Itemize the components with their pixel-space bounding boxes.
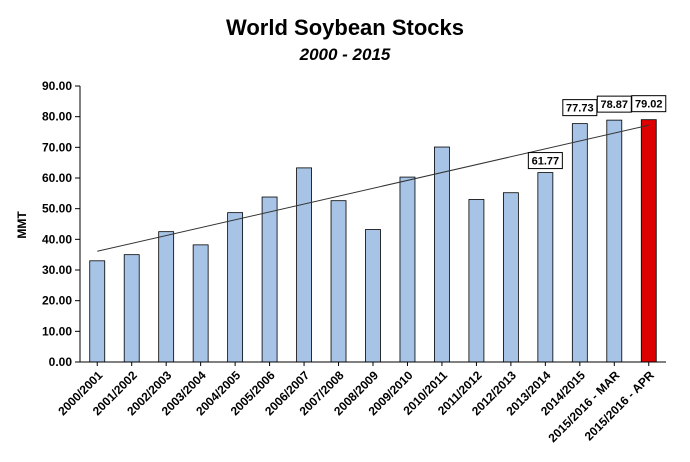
bar-2012-2013 bbox=[502, 192, 519, 363]
bar-2004-2005 bbox=[227, 212, 244, 363]
y-tick-label: 60.00 bbox=[42, 171, 72, 185]
bar-2011-2012 bbox=[468, 199, 485, 363]
y-tick-label: 20.00 bbox=[42, 294, 72, 308]
bar-2015-2016-mar bbox=[606, 119, 623, 363]
data-label: 78.87 bbox=[596, 95, 632, 113]
bar-2000-2001 bbox=[89, 260, 106, 363]
y-tick-label: 70.00 bbox=[42, 140, 72, 154]
bar-2008-2009 bbox=[365, 229, 381, 363]
bar-2002-2003 bbox=[158, 231, 175, 363]
y-tick-label: 40.00 bbox=[42, 232, 72, 246]
y-tick-label: 90.00 bbox=[42, 79, 72, 93]
bar-2009-2010 bbox=[399, 176, 416, 363]
x-axis-ticks: 2000/20012001/20022002/20032003/20042004… bbox=[55, 362, 657, 445]
data-label-box bbox=[527, 152, 563, 170]
y-tick-label: 50.00 bbox=[42, 202, 72, 216]
bar-2007-2008 bbox=[330, 200, 347, 363]
chart-subtitle: 2000 - 2015 bbox=[299, 45, 391, 64]
chart-title: World Soybean Stocks bbox=[226, 15, 464, 40]
bar-2015-2016-apr bbox=[640, 119, 657, 363]
bar-2014-2015 bbox=[571, 123, 588, 363]
data-label-box bbox=[631, 95, 667, 113]
bar-2005-2006 bbox=[261, 196, 278, 363]
data-label: 77.73 bbox=[562, 99, 598, 117]
bars bbox=[89, 119, 657, 363]
bar-2006-2007 bbox=[296, 167, 312, 363]
trendline bbox=[97, 124, 649, 252]
bar-2010-2011 bbox=[434, 146, 450, 363]
y-tick-label: 30.00 bbox=[42, 263, 72, 277]
bar-2001-2002 bbox=[123, 254, 140, 363]
y-tick-label: 0.00 bbox=[49, 355, 73, 369]
data-labels: 61.77 77.73 78.87 79.02 bbox=[527, 95, 667, 170]
data-label-text: 79.02 bbox=[635, 99, 663, 111]
y-axis-label: MMT bbox=[15, 211, 29, 239]
y-axis-ticks: 0.00 10.00 20.00 30.00 40.00 50.00 60.00 70.00 8… bbox=[42, 79, 80, 369]
data-label-text: 78.87 bbox=[601, 99, 629, 111]
y-tick-label: 10.00 bbox=[42, 324, 72, 338]
data-label: 61.77 bbox=[527, 152, 563, 170]
data-label-text: 77.73 bbox=[566, 103, 594, 115]
bar-2013-2014 bbox=[537, 172, 554, 363]
trendline-group bbox=[97, 124, 649, 252]
bar-2003-2004 bbox=[192, 244, 209, 363]
y-tick-label: 80.00 bbox=[42, 110, 72, 124]
data-label-text: 61.77 bbox=[532, 156, 560, 168]
data-label: 79.02 bbox=[631, 95, 667, 113]
